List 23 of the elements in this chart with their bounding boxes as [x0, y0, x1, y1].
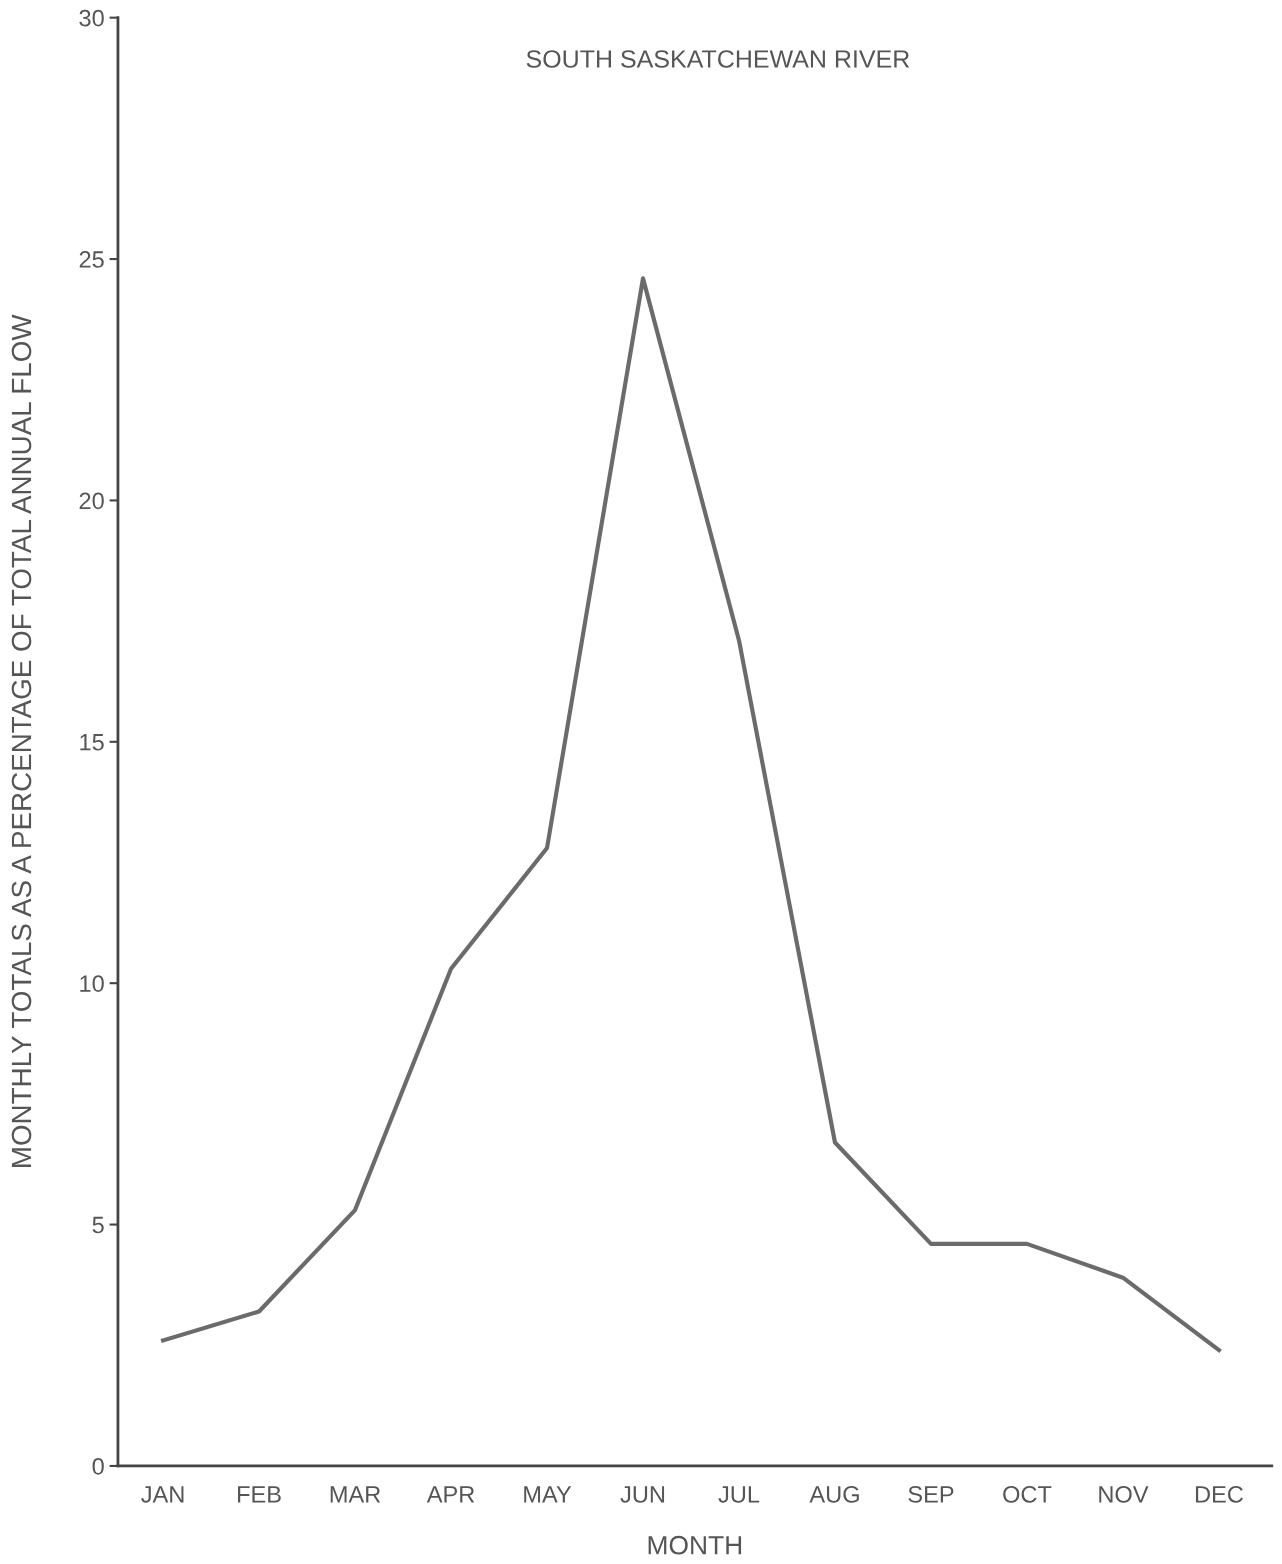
y-tick-label: 5 [92, 1216, 104, 1234]
x-tick-label: JAN [141, 1486, 184, 1503]
x-tick-label: MAR [330, 1486, 381, 1503]
y-tick-label: 15 [80, 734, 104, 751]
x-tick-label: DEC [1195, 1486, 1243, 1503]
line-series [160, 276, 1222, 1353]
x-tick-label: APR [426, 1486, 475, 1503]
x-tick-label: FEB [238, 1486, 281, 1503]
x-axis-title: MONTH [648, 1535, 742, 1555]
y-axis-title: MONTHLY TOTALS AS A PERCENTAGE OF TOTAL ANNUAL FLOW [11, 314, 32, 1167]
x-tick-label: OCT [1003, 1486, 1052, 1503]
x-tick-label: SEP [908, 1486, 954, 1503]
y-tick-label: 25 [79, 251, 104, 268]
text: SOUTH SASKATCHEWAN RIVER [526, 50, 910, 68]
x-tick-label: JUL [718, 1486, 760, 1503]
x-tick-label: MAY [524, 1486, 572, 1503]
x-tick-label: JUN [620, 1486, 665, 1503]
y-tick-label: 0 [92, 1458, 104, 1475]
x-tick-label: NOV [1099, 1486, 1149, 1503]
y-tick-label: 30 [79, 9, 104, 27]
x-tick-label: AUG [809, 1486, 859, 1503]
y-tick-label: 10 [80, 975, 104, 992]
y-tick-label: 20 [79, 492, 104, 510]
